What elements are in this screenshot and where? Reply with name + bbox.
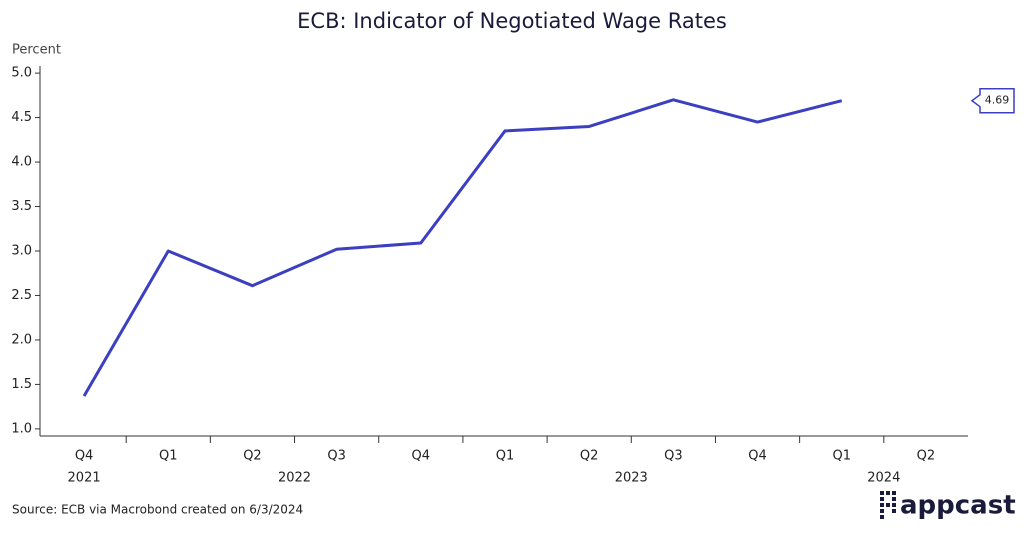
x-tick-label: Q1: [159, 449, 178, 464]
x-tick-label: Q4: [75, 449, 94, 464]
logo-icon: [880, 491, 896, 519]
x-tick-label: Q3: [327, 449, 346, 464]
y-tick-label: 1.0: [11, 421, 32, 436]
x-group-label: 2021: [68, 471, 101, 486]
x-tick-label: Q4: [748, 449, 767, 464]
y-tick-label: 2.5: [11, 288, 32, 303]
y-tick-label: 3.0: [11, 244, 32, 259]
logo: appcast: [900, 491, 1016, 521]
y-tick-label: 4.0: [11, 155, 32, 170]
y-axis-label: Percent: [12, 43, 61, 58]
source: Source: ECB via Macrobond created on 6/3…: [12, 503, 303, 517]
x-group-label: 2022: [278, 471, 311, 486]
y-tick-label: 3.5: [11, 199, 32, 214]
y-tick-label: 4.5: [11, 110, 32, 125]
x-tick-label: Q2: [243, 449, 262, 464]
y-tick-label: 1.5: [11, 377, 32, 392]
x-group-label: 2023: [615, 471, 648, 486]
x-tick-label: Q1: [496, 449, 515, 464]
value-label: 4.69: [985, 94, 1010, 107]
value-callout: [970, 87, 1015, 114]
x-tick-label: Q2: [917, 449, 936, 464]
chart-title: ECB: Indicator of Negotiated Wage Rates: [297, 9, 727, 33]
x-tick-label: Q3: [664, 449, 683, 464]
line: [82, 98, 843, 397]
x-tick-label: Q4: [412, 449, 431, 464]
x-tick-label: Q1: [832, 449, 851, 464]
x-group-label: 2024: [867, 471, 900, 486]
y-tick-label: 5.0: [11, 66, 32, 81]
y-tick-label: 2.0: [11, 332, 32, 347]
x-tick-label: Q2: [580, 449, 599, 464]
